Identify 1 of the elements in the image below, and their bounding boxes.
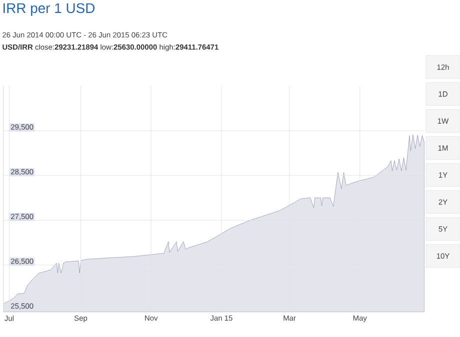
chart-title: IRR per 1 USD: [3, 3, 95, 16]
